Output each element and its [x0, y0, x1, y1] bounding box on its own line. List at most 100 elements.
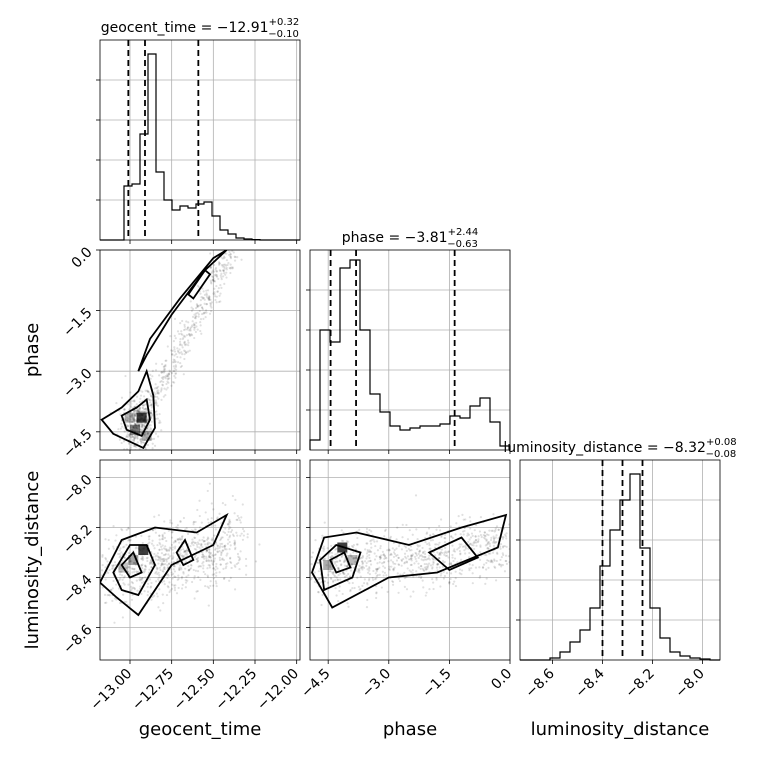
sample-point	[206, 289, 210, 292]
sample-point	[155, 566, 158, 569]
sample-point	[424, 552, 427, 556]
sample-point	[138, 428, 142, 431]
sample-point	[356, 576, 359, 579]
sample-point	[207, 556, 210, 559]
sample-point	[135, 445, 138, 448]
sample-point	[375, 577, 378, 580]
sample-point	[205, 292, 208, 295]
sample-point	[165, 560, 168, 563]
sample-point	[237, 559, 241, 562]
sample-point	[410, 570, 413, 573]
sample-point	[238, 558, 242, 561]
sample-point	[178, 541, 181, 544]
sample-point	[156, 595, 159, 598]
sample-point	[166, 576, 169, 580]
sample-point	[158, 574, 161, 577]
sample-point	[405, 557, 408, 560]
sample-point	[178, 538, 182, 541]
sample-point	[459, 552, 462, 555]
sample-point	[130, 420, 133, 423]
sample-point	[132, 419, 136, 422]
sample-point	[349, 588, 352, 592]
sample-point	[228, 518, 231, 521]
sample-point	[120, 422, 123, 425]
sample-point	[146, 590, 150, 593]
sample-point	[183, 549, 186, 553]
sample-point	[210, 520, 213, 523]
sample-point	[139, 440, 143, 443]
sample-point	[132, 586, 135, 589]
sample-point	[134, 414, 137, 418]
sample-point	[130, 402, 133, 405]
sample-point	[463, 529, 466, 533]
sample-point	[146, 594, 149, 597]
sample-point	[410, 557, 413, 560]
sample-point	[171, 349, 174, 352]
sample-point	[228, 536, 231, 539]
sample-point	[462, 533, 465, 536]
sample-point	[139, 579, 142, 582]
sample-point	[469, 542, 473, 545]
sample-point	[218, 262, 221, 265]
sample-point	[204, 543, 207, 546]
sample-point	[139, 578, 143, 581]
sample-point	[189, 328, 192, 331]
sample-point	[420, 575, 423, 578]
sample-point	[350, 563, 354, 566]
sample-point	[126, 425, 130, 428]
sample-point	[208, 555, 211, 558]
sample-point	[133, 423, 136, 426]
sample-point	[205, 295, 208, 298]
sample-point	[225, 259, 229, 262]
sample-point	[143, 589, 146, 593]
sample-point	[183, 325, 186, 328]
sample-point	[437, 557, 440, 560]
sample-point	[212, 554, 215, 557]
sample-point	[128, 420, 131, 423]
sample-point	[153, 391, 156, 394]
sample-point	[133, 426, 136, 429]
sample-point	[338, 559, 341, 562]
sample-point	[208, 564, 212, 567]
sample-point	[160, 552, 164, 555]
sample-point	[207, 564, 210, 567]
sample-point	[170, 349, 173, 352]
sample-point	[163, 376, 166, 379]
sample-point	[193, 541, 196, 545]
sample-point	[351, 581, 354, 585]
sample-point	[174, 365, 178, 368]
y-tick-label-phase: −1.5	[60, 305, 95, 340]
sample-point	[223, 256, 226, 259]
sample-point	[111, 564, 114, 567]
sample-point	[182, 516, 186, 520]
sample-point	[156, 558, 159, 562]
sample-point	[128, 434, 131, 437]
sample-point	[148, 428, 151, 431]
sample-point	[178, 343, 182, 347]
sample-point	[343, 560, 346, 563]
sample-point	[426, 558, 429, 561]
sample-point	[151, 442, 154, 445]
sample-point	[183, 340, 186, 343]
sample-point	[417, 552, 420, 556]
sample-point	[383, 557, 386, 560]
sample-point	[466, 532, 469, 535]
sample-point	[150, 561, 153, 564]
sample-point	[495, 540, 498, 544]
sample-point	[157, 571, 160, 574]
sample-point	[418, 550, 421, 553]
sample-point	[149, 377, 152, 380]
sample-point	[199, 303, 202, 306]
sample-point	[409, 558, 412, 561]
sample-point	[383, 554, 386, 557]
sample-point	[123, 583, 126, 586]
sample-point	[111, 587, 114, 590]
sample-point	[149, 424, 152, 427]
sample-point	[122, 593, 125, 596]
sample-point	[202, 570, 205, 574]
sample-point	[374, 544, 377, 548]
sample-point	[358, 571, 361, 574]
y-tick-label-luminosity_distance: −8.0	[60, 472, 95, 507]
sample-point	[163, 566, 166, 569]
sample-point	[483, 531, 487, 534]
